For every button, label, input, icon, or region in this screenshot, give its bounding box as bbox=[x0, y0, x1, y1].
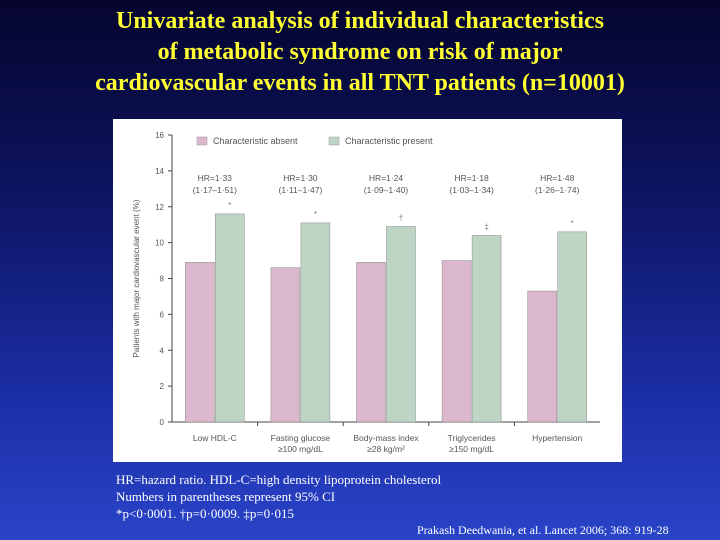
y-tick-label: 0 bbox=[160, 418, 165, 427]
significance-mark: * bbox=[228, 201, 231, 210]
x-tick-label: Low HDL-C bbox=[193, 433, 237, 443]
bar-characteristic-absent bbox=[441, 260, 472, 423]
y-axis-label: Patients with major cardiovascular event… bbox=[132, 199, 141, 357]
significance-mark: * bbox=[571, 219, 574, 228]
footnotes: HR=hazard ratio. HDL-C=high density lipo… bbox=[116, 471, 441, 522]
footnote-line: HR=hazard ratio. HDL-C=high density lipo… bbox=[116, 472, 442, 487]
chart-canvas: 0 2 4 6 8 10 12 14 16 Patients with major cardiov… bbox=[132, 131, 600, 454]
legend-label: Characteristic absent bbox=[213, 136, 298, 146]
x-tick-label: ≥28 kg/m² bbox=[367, 444, 405, 454]
bar-characteristic-present bbox=[557, 231, 587, 423]
bar-characteristic-present bbox=[215, 213, 245, 423]
hr-label: HR=1·30 bbox=[283, 173, 318, 183]
x-tick-label: Hypertension bbox=[532, 433, 582, 443]
bar-characteristic-present bbox=[300, 222, 331, 423]
footnote-line: Numbers in parentheses represent 95% CI bbox=[116, 489, 336, 504]
hr-label: HR=1·24 bbox=[369, 173, 404, 183]
bar-characteristic-present bbox=[471, 235, 502, 423]
title-line: cardiovascular events in all TNT patient… bbox=[95, 70, 625, 96]
bar-characteristic-present bbox=[386, 226, 416, 423]
footnote-line: *p<0·0001. †p=0·0009. ‡p=0·015 bbox=[116, 506, 294, 521]
y-tick-label: 2 bbox=[160, 382, 165, 391]
y-tick-label: 16 bbox=[155, 131, 164, 140]
x-tick-label: Triglycerides bbox=[448, 433, 496, 443]
x-tick-label: Fasting glucose bbox=[271, 433, 331, 443]
slide-title: Univariate analysis of individual charac… bbox=[0, 6, 720, 99]
bar-characteristic-absent bbox=[356, 262, 386, 423]
bar-characteristic-absent bbox=[185, 262, 215, 423]
legend-swatch bbox=[196, 136, 208, 146]
y-tick-label: 12 bbox=[155, 203, 164, 212]
hr-label: HR=1·18 bbox=[454, 173, 489, 183]
title-line: of metabolic syndrome on risk of major bbox=[157, 39, 563, 65]
title-line: Univariate analysis of individual charac… bbox=[116, 8, 604, 34]
y-tick-label: 8 bbox=[160, 275, 165, 284]
y-tick-label: 14 bbox=[155, 167, 164, 176]
x-tick-label: ≥100 mg/dL bbox=[278, 444, 323, 454]
y-tick-label: 6 bbox=[160, 310, 165, 319]
bar-characteristic-absent bbox=[270, 267, 301, 423]
ci-label: (1·03–1·34) bbox=[449, 185, 494, 195]
hr-label: HR=1·33 bbox=[198, 173, 233, 183]
legend-label: Characteristic present bbox=[345, 136, 433, 146]
significance-mark: † bbox=[399, 213, 403, 222]
significance-mark: ‡ bbox=[484, 222, 488, 231]
y-tick-label: 4 bbox=[160, 346, 165, 355]
legend-swatch bbox=[328, 136, 340, 146]
x-tick-label: Body-mass index bbox=[353, 433, 419, 443]
bar-chart: 0 2 4 6 8 10 12 14 16 Patients with major cardiov… bbox=[113, 119, 622, 462]
bar-characteristic-absent bbox=[527, 290, 557, 423]
y-tick-label: 10 bbox=[155, 239, 164, 248]
ci-label: (1·17–1·51) bbox=[193, 185, 238, 195]
ci-label: (1·09–1·40) bbox=[364, 185, 409, 195]
citation: Prakash Deedwania, et al. Lancet 2006; 3… bbox=[417, 523, 669, 537]
x-tick-label: ≥150 mg/dL bbox=[449, 444, 494, 454]
hr-label: HR=1·48 bbox=[540, 173, 575, 183]
significance-mark: * bbox=[314, 210, 317, 219]
ci-label: (1·11–1·47) bbox=[279, 185, 323, 195]
ci-label: (1·26–1·74) bbox=[535, 185, 580, 195]
